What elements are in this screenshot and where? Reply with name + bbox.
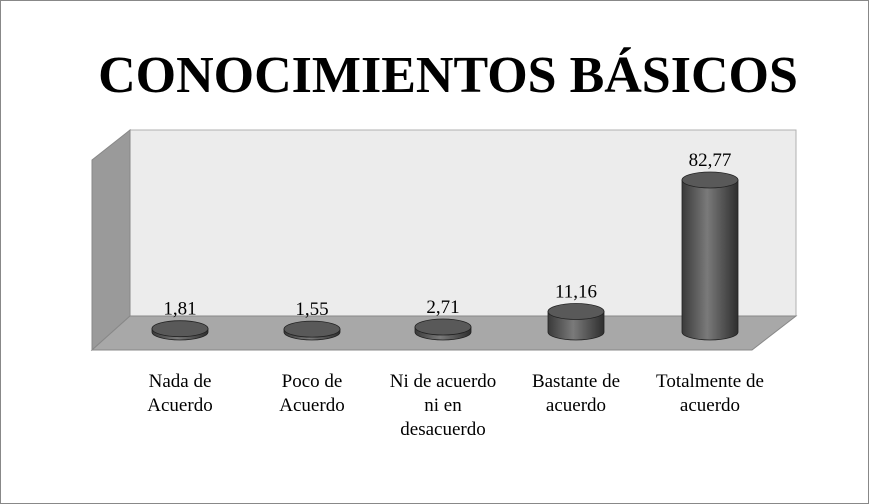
x-tick-label: Bastante de acuerdo	[531, 371, 621, 416]
chart-title: CONOCIMIENTOS BÁSICOS	[98, 46, 798, 104]
x-tick-label: Totalmente de acuerdo	[656, 371, 764, 416]
cylinder-top	[547, 303, 605, 320]
data-label: 2,71	[426, 297, 459, 318]
x-tick-label: Ni de acuerdo ni en desacuerdo	[389, 371, 497, 440]
cylinder-body	[681, 179, 739, 341]
cylinder-top	[681, 171, 739, 189]
cylinder-top	[151, 320, 209, 338]
cylinder-top	[283, 320, 341, 338]
data-label: 82,77	[689, 150, 732, 171]
data-label: 1,55	[295, 299, 328, 320]
cylinder-top	[414, 318, 472, 336]
x-tick-label: Nada de Acuerdo	[147, 371, 213, 416]
side-wall	[91, 128, 131, 352]
x-tick-label: Poco de Acuerdo	[279, 371, 345, 416]
data-label: 1,81	[163, 299, 196, 320]
data-label: 11,16	[555, 282, 597, 303]
